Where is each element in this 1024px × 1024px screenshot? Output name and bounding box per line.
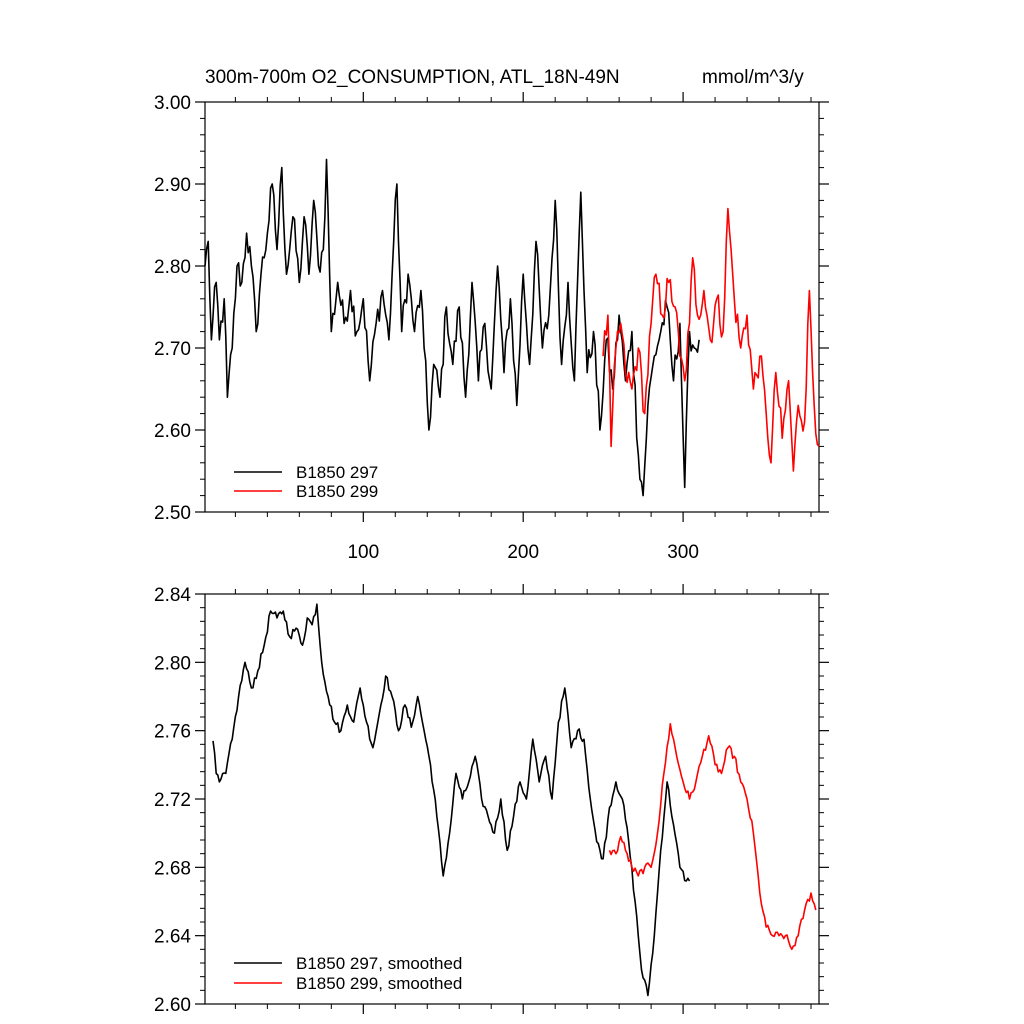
series-line-b1850-297-smoothed: [212, 603, 691, 997]
series-line-b1850-297: [204, 158, 700, 497]
bottom-panel: 2.60 2.64 2.68 2.72 2.76 2.80 2.84 B1850…: [154, 584, 829, 1016]
series-line-b1850-299-smoothed: [608, 723, 817, 951]
figure-units: mmol/m^3/y: [702, 67, 804, 88]
top-ytick-label: 2.90: [154, 175, 191, 196]
legend-label-b1850-299-smoothed: B1850 299, smoothed: [296, 974, 462, 993]
bottom-plot-frame: [204, 593, 820, 1005]
top-series-group: [204, 158, 820, 497]
top-ytick-label: 2.60: [154, 421, 191, 442]
top-xtick-label: 300: [667, 542, 699, 563]
bottom-ytick-label: 2.72: [154, 790, 191, 811]
top-plot-frame: [204, 101, 820, 513]
top-ytick-label: 2.80: [154, 257, 191, 278]
bottom-ytick-label: 2.76: [154, 722, 191, 743]
top-x-tick-labels: 100 200 300: [347, 542, 698, 563]
bottom-axis-ticks: [195, 584, 829, 1014]
top-ytick-label: 2.70: [154, 339, 191, 360]
top-y-tick-labels: 2.50 2.60 2.70 2.80 2.90 3.00: [154, 93, 191, 524]
bottom-ytick-label: 2.80: [154, 653, 191, 674]
top-xtick-label: 200: [507, 542, 539, 563]
bottom-ytick-label: 2.68: [154, 858, 191, 879]
bottom-legend: B1850 297, smoothed B1850 299, smoothed: [234, 954, 462, 993]
bottom-ytick-label: 2.64: [154, 927, 191, 948]
top-ytick-label: 2.50: [154, 503, 191, 524]
legend-label-b1850-297-smoothed: B1850 297, smoothed: [296, 954, 462, 973]
legend-label-b1850-297: B1850 297: [296, 463, 378, 482]
bottom-y-tick-labels: 2.60 2.64 2.68 2.72 2.76 2.80 2.84: [154, 585, 191, 1016]
bottom-series-group: [212, 603, 817, 997]
legend-label-b1850-299: B1850 299: [296, 482, 378, 501]
series-line-b1850-299: [602, 207, 820, 472]
figure-title: 300m-700m O2_CONSUMPTION, ATL_18N-49N: [205, 67, 620, 88]
bottom-ytick-label: 2.60: [154, 995, 191, 1016]
top-ytick-label: 3.00: [154, 93, 191, 114]
bottom-ytick-label: 2.84: [154, 585, 191, 606]
top-xtick-label: 100: [347, 542, 379, 563]
top-panel: 2.50 2.60 2.70 2.80 2.90 3.00 100 200 30…: [154, 92, 829, 563]
top-legend: B1850 297 B1850 299: [234, 463, 378, 501]
top-axis-ticks: [195, 92, 829, 522]
